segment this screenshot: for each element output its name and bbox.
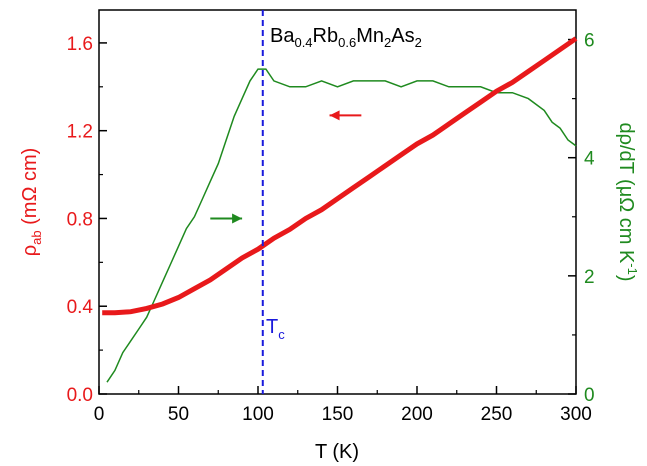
right-title-part-2: ): [615, 275, 637, 282]
right-axis-title: dρ/dT (μΩ cm K-1): [615, 122, 640, 281]
tc-label-main: T: [266, 316, 278, 338]
right-title-part-1: -1: [625, 263, 640, 275]
left-axis-title: ρab (mΩ cm): [19, 148, 44, 257]
compound-part-6: As: [391, 25, 414, 47]
compound-part-1: 0.4: [294, 35, 312, 50]
compound-label: Ba0.4Rb0.6Mn2As2: [270, 25, 422, 50]
x-tick-label: 200: [401, 404, 433, 425]
compound-part-7: 2: [415, 35, 422, 50]
left-axis: 0.0 0.4 0.8 1.2 1.6: [67, 34, 107, 406]
arrows: [210, 110, 361, 223]
arrow-to-left-axis-head: [330, 110, 340, 120]
x-tick-label: 0: [94, 404, 105, 425]
right-tick-label: 0: [584, 385, 595, 406]
tc-label-sub: c: [278, 327, 285, 342]
tc-label: Tc: [266, 316, 285, 342]
x-tick-label: 100: [242, 404, 274, 425]
left-tick-label: 1.2: [67, 122, 93, 143]
x-tick-label: 50: [168, 404, 189, 425]
right-tick-label: 4: [584, 149, 595, 170]
x-tick-label: 250: [481, 404, 513, 425]
compound-part-0: Ba: [270, 25, 295, 47]
right-tick-label: 6: [584, 31, 595, 52]
x-tick-label: 300: [560, 404, 592, 425]
left-title-part-2: (mΩ cm): [19, 148, 41, 231]
compound-part-3: 0.6: [338, 35, 356, 50]
compound-part-2: Rb: [313, 25, 339, 47]
right-title-part-0: dρ/dT (μΩ cm K: [615, 122, 637, 264]
plot-frame: [99, 10, 576, 394]
compound-part-5: 2: [384, 35, 391, 50]
left-title-part-0: ρ: [19, 245, 41, 256]
rho-series: [102, 39, 576, 313]
left-title-part-1: ab: [29, 230, 44, 244]
bottom-axis: 0 50 100 150 200 250 300: [94, 386, 592, 425]
x-axis-title: T (K): [315, 441, 359, 463]
compound-part-4: Mn: [356, 25, 384, 47]
x-tick-label: 150: [322, 404, 354, 425]
left-tick-label: 0.8: [67, 209, 93, 230]
arrow-to-right-axis-head: [232, 213, 242, 223]
right-axis: 0 2 4 6: [568, 31, 595, 406]
left-tick-label: 0.4: [67, 297, 94, 318]
left-tick-label: 0.0: [67, 385, 93, 406]
left-tick-label: 1.6: [67, 34, 93, 55]
right-tick-label: 2: [584, 267, 595, 288]
